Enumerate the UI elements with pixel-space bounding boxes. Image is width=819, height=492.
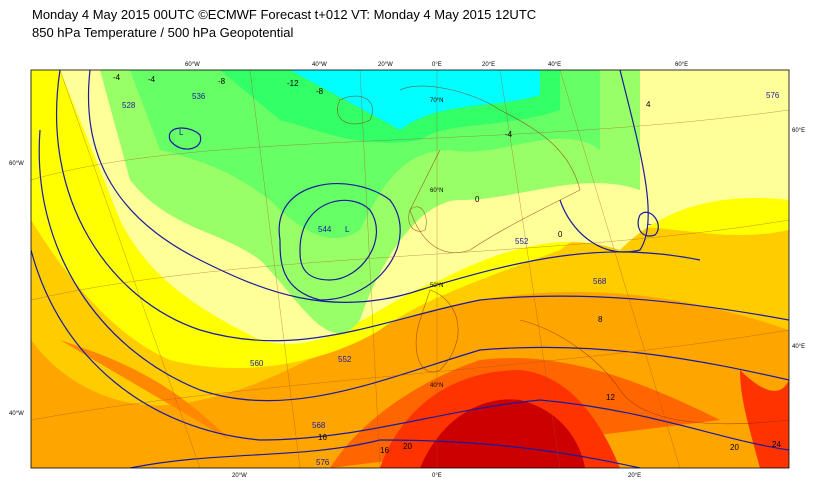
geopotential-label: 544 — [318, 225, 332, 234]
temperature-label: -12 — [287, 79, 299, 88]
lon-label: 20°W — [378, 62, 393, 68]
lat-label: 70°N — [430, 98, 443, 104]
lat-label: 40°W — [9, 411, 24, 417]
temperature-label: -4 — [505, 130, 513, 139]
geopotential-label: 576 — [766, 91, 780, 100]
geopotential-label: 576 — [316, 458, 330, 467]
lon-label: 20°W — [232, 473, 247, 479]
lon-label: 60°E — [675, 62, 688, 68]
temperature-label: -4 — [113, 73, 121, 82]
geopotential-label: 528 — [122, 101, 136, 110]
lat-label: 60°N — [430, 188, 443, 194]
lat-label: 40°N — [430, 383, 443, 389]
map-frame — [30, 69, 790, 469]
temperature-label: -8 — [218, 77, 226, 86]
temperature-label: 0 — [475, 195, 480, 204]
lat-label: 40°E — [792, 344, 805, 350]
low-marker: L — [647, 218, 652, 227]
lon-label: 0°E — [432, 62, 442, 68]
low-marker: L — [179, 128, 184, 137]
temperature-label: 8 — [598, 315, 603, 324]
lon-label: 20°E — [628, 473, 641, 479]
low-marker: L — [345, 225, 350, 234]
temperature-label: 16 — [380, 446, 389, 455]
temperature-label: 20 — [730, 443, 739, 452]
lon-label: 60°W — [185, 62, 200, 68]
geopotential-label: 568 — [593, 277, 607, 286]
lon-label: 20°E — [482, 62, 495, 68]
lon-label: 0°E — [432, 473, 442, 479]
temperature-label: 24 — [772, 440, 781, 449]
temperature-label: 12 — [606, 393, 615, 402]
subtitle: 850 hPa Temperature / 500 hPa Geopotenti… — [32, 25, 294, 40]
geopotential-label: 560 — [250, 359, 264, 368]
lon-label: 40°W — [312, 62, 327, 68]
temperature-label: -8 — [316, 87, 324, 96]
temperature-label: 20 — [403, 442, 412, 451]
temperature-label: 4 — [646, 100, 651, 109]
temperature-label: 0 — [558, 230, 563, 239]
lat-label: 60°E — [792, 128, 805, 134]
geopotential-label: 552 — [338, 355, 352, 364]
temperature-label: 16 — [318, 433, 327, 442]
title: Monday 4 May 2015 00UTC ©ECMWF Forecast … — [32, 7, 536, 22]
geopotential-label: 552 — [515, 237, 529, 246]
geopotential-label: 536 — [192, 92, 206, 101]
geopotential-label: 568 — [312, 421, 326, 430]
temperature-label: -4 — [148, 75, 156, 84]
lon-label: 40°E — [548, 62, 561, 68]
lat-label: 50°N — [430, 283, 443, 289]
map — [31, 70, 789, 468]
lat-label: 60°W — [9, 161, 24, 167]
